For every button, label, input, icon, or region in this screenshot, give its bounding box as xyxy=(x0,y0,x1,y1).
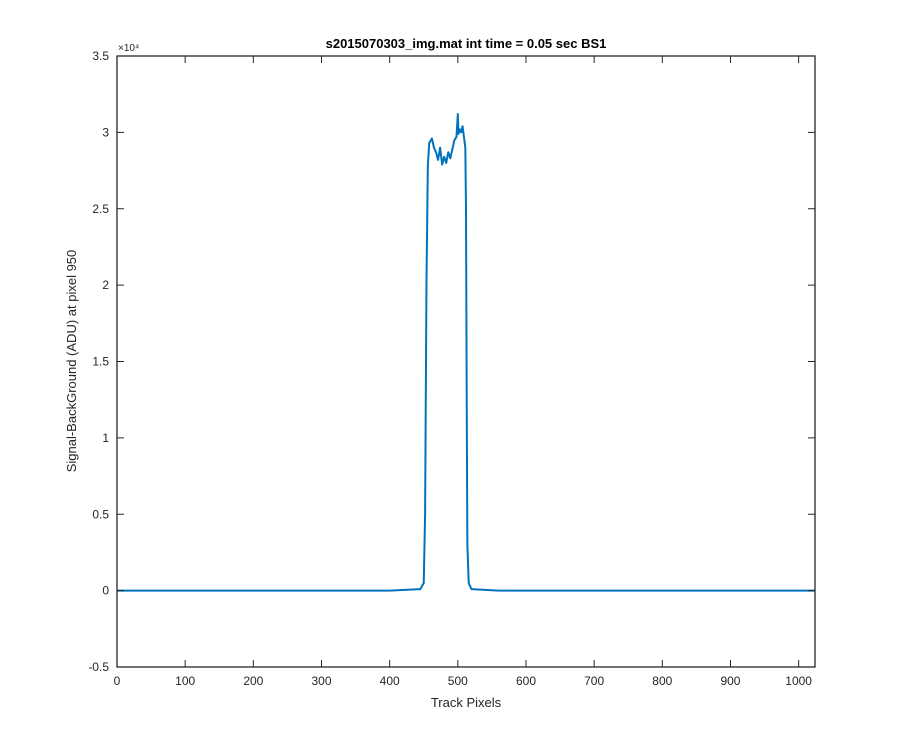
x-tick-label: 1000 xyxy=(785,674,812,688)
x-tick-label: 500 xyxy=(448,674,468,688)
y-tick-label: 0 xyxy=(102,584,109,598)
y-tick-label: 3 xyxy=(102,125,109,139)
y-tick-label: 1.5 xyxy=(92,355,109,369)
y-tick-label: 0.5 xyxy=(92,507,109,521)
y-tick-label: -0.5 xyxy=(88,660,109,674)
y-tick-label: 3.5 xyxy=(92,49,109,63)
x-axis-label: Track Pixels xyxy=(431,695,502,710)
y-axis-label: Signal-BackGround (ADU) at pixel 950 xyxy=(64,250,79,473)
y-axis-multiplier: ×10⁴ xyxy=(118,43,139,54)
series-line-0 xyxy=(117,113,815,592)
x-tick-label: 0 xyxy=(114,674,121,688)
chart-title: s2015070303_img.mat int time = 0.05 sec … xyxy=(326,36,607,51)
x-tick-label: 600 xyxy=(516,674,536,688)
y-tick-label: 2.5 xyxy=(92,202,109,216)
x-tick-label: 700 xyxy=(584,674,604,688)
x-tick-label: 900 xyxy=(720,674,740,688)
y-tick-label: 2 xyxy=(102,278,109,292)
x-tick-label: 100 xyxy=(175,674,195,688)
x-tick-label: 200 xyxy=(243,674,263,688)
x-tick-label: 300 xyxy=(311,674,331,688)
x-tick-label: 800 xyxy=(652,674,672,688)
data-line-layer xyxy=(117,113,815,592)
x-tick-label: 400 xyxy=(380,674,400,688)
tick-layer: 0 100 200 300 400 500 600 700 800 900 1000 -0.5 0 0.5… xyxy=(88,49,815,688)
y-tick-label: 1 xyxy=(102,431,109,445)
